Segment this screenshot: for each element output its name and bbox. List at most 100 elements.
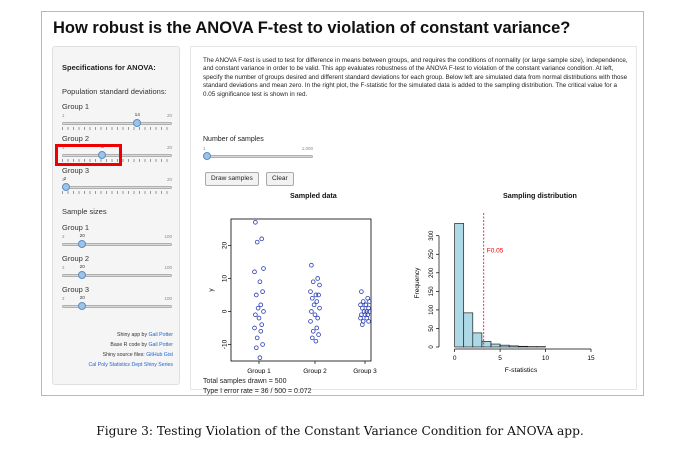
slider-handle[interactable] <box>203 152 211 160</box>
slider-track[interactable] <box>62 122 172 125</box>
scatter-title: Sampled data <box>290 191 337 200</box>
data-point <box>315 315 320 321</box>
n-group2-slider[interactable]: 2 20 100 <box>62 265 172 285</box>
series-link[interactable]: Cal Poly Statistics Dept Shiny Series <box>88 362 173 368</box>
credit-line-1: Shiny app by Gail Potter <box>117 332 173 338</box>
slider-handle[interactable] <box>78 271 87 279</box>
histogram-bar <box>517 345 528 348</box>
slider-handle[interactable] <box>78 302 87 310</box>
gist-link[interactable]: GitHub Gist <box>146 352 173 358</box>
slider-handle[interactable] <box>98 151 107 159</box>
data-point <box>254 292 259 298</box>
slider-min: 1 <box>203 146 206 151</box>
credit-text: Base R code by <box>110 342 149 348</box>
n-group3-label: Group 3 <box>62 285 90 294</box>
data-point <box>261 309 266 314</box>
sd-group1-label: Group 1 <box>62 102 90 111</box>
data-point <box>257 355 263 360</box>
data-point <box>260 289 265 294</box>
data-point <box>311 302 317 308</box>
data-point <box>363 302 369 308</box>
data-point <box>310 328 316 334</box>
specs-heading: Specifications for ANOVA: <box>62 63 156 72</box>
y-axis-label: y <box>208 288 215 292</box>
x-tick-label: Group 2 <box>303 368 327 374</box>
sd-group3-slider[interactable]: 2 2 20 <box>62 177 172 197</box>
x-axis-label: F-statistics <box>505 367 538 374</box>
data-point <box>258 328 264 334</box>
slider-max: 20 <box>166 177 172 182</box>
slider-handle[interactable] <box>78 240 87 248</box>
app-frame: How robust is the ANOVA F-test to violat… <box>41 11 644 396</box>
slider-track[interactable] <box>62 243 172 246</box>
y-tick-label: 150 <box>429 286 435 297</box>
data-point <box>313 338 319 344</box>
slider-ticks <box>62 191 172 194</box>
data-point <box>315 276 320 281</box>
histogram-bar <box>508 345 519 348</box>
data-point <box>314 299 320 304</box>
slider-value: 14 <box>134 113 140 118</box>
data-point <box>316 332 321 337</box>
sd-group2-slider[interactable]: 1 8 20 <box>62 145 172 165</box>
slider-track[interactable] <box>203 155 313 158</box>
data-point <box>260 342 265 347</box>
slider-track[interactable] <box>62 274 172 277</box>
y-tick-label: 200 <box>429 267 435 278</box>
n-group3-slider[interactable]: 2 20 100 <box>62 296 172 316</box>
sd-group2-label: Group 2 <box>62 134 90 143</box>
histogram-bar <box>490 343 501 348</box>
x-tick-label: 0 <box>453 355 457 362</box>
slider-track[interactable] <box>62 305 172 308</box>
y-tick-label: 100 <box>429 304 435 315</box>
histogram-bar <box>472 332 483 348</box>
data-point <box>254 335 260 341</box>
y-tick-label: 0 <box>429 345 435 349</box>
histogram-bar <box>463 312 474 348</box>
data-point <box>259 236 264 242</box>
n-group1-label: Group 1 <box>62 223 90 232</box>
data-point <box>313 292 319 298</box>
y-tick-label: 10 <box>222 274 229 282</box>
clear-button[interactable]: Clear <box>266 172 294 186</box>
y-axis-label: Frequency <box>414 267 421 298</box>
credit-text: Shiny app by <box>117 332 149 338</box>
num-samples-slider[interactable]: 1 1,000 <box>203 146 313 166</box>
data-point <box>256 315 262 321</box>
slider-handle[interactable] <box>133 119 142 127</box>
data-point <box>316 292 321 298</box>
scatter-frame <box>230 218 372 362</box>
data-point <box>257 279 263 285</box>
data-point <box>312 312 318 318</box>
slider-ticks <box>62 159 172 162</box>
y-tick-label: 50 <box>429 324 435 331</box>
draw-samples-button[interactable]: Draw samples <box>205 172 259 186</box>
slider-value: 20 <box>79 296 85 301</box>
slider-min: 2 <box>62 234 65 239</box>
x-tick-label: 10 <box>542 355 550 362</box>
slider-ticks <box>62 127 172 130</box>
slider-max: 100 <box>164 265 172 270</box>
plots-area: -10 0 10 20 y Group 1 Group 2 Group 3 0 5 10 15 F-st… <box>208 213 595 374</box>
data-point <box>252 325 257 331</box>
type1-error-text: Type I error rate = 36 / 500 = 0.072 <box>203 388 312 395</box>
slider-track[interactable] <box>62 154 172 157</box>
author-link[interactable]: Gail Potter <box>148 332 173 338</box>
figure-caption: Figure 3: Testing Violation of the Const… <box>96 424 584 438</box>
sd-group1-slider[interactable]: 1 14 20 <box>62 113 172 133</box>
highlight-box <box>55 144 122 166</box>
slider-track[interactable] <box>62 186 172 189</box>
data-point <box>314 325 320 331</box>
data-point <box>258 302 264 308</box>
data-point <box>366 319 371 324</box>
num-samples-label: Number of samples <box>203 136 264 143</box>
data-point <box>253 220 258 225</box>
slider-value: 2 <box>63 177 67 182</box>
n-group1-slider[interactable]: 2 20 100 <box>62 234 172 254</box>
x-tick-label: 5 <box>498 355 502 362</box>
credit-text: Shiny source files: <box>102 352 147 358</box>
slider-handle[interactable] <box>62 183 70 191</box>
author-link[interactable]: Gail Potter <box>148 342 173 348</box>
data-point <box>310 295 315 301</box>
y-tick-label: 300 <box>429 230 435 241</box>
